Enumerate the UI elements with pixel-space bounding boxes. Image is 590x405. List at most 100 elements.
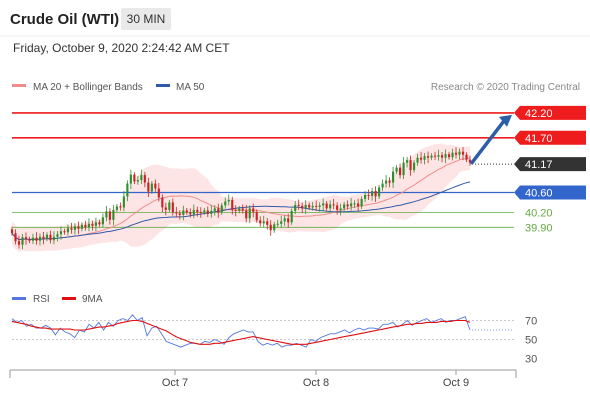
- candle-body: [154, 183, 157, 189]
- candle-body: [66, 228, 70, 233]
- legend-swatch-9ma: [62, 297, 76, 300]
- candle-body: [168, 202, 171, 210]
- candle-body: [185, 210, 188, 213]
- price-tag-41-70-box: [514, 130, 586, 145]
- legend-label-ma50: MA 50: [176, 82, 205, 93]
- candle-body: [10, 229, 14, 234]
- candle-body: [311, 205, 314, 208]
- legend-swatch-ma50: [156, 84, 170, 87]
- candle-body: [248, 208, 251, 219]
- candle-body: [49, 234, 52, 241]
- candle-body: [266, 221, 269, 225]
- rsi-tick-label: 50: [525, 335, 537, 347]
- price-tag-42-20-box: [514, 105, 586, 120]
- candle-body: [371, 190, 374, 196]
- candle-body: [301, 205, 304, 209]
- candle-body: [343, 204, 346, 209]
- candle-body: [433, 155, 437, 157]
- candle-body: [14, 233, 17, 242]
- legend-label-ma20: MA 20 + Bollinger Bands: [33, 82, 143, 93]
- candle-body: [392, 171, 395, 183]
- candle-body: [231, 199, 234, 210]
- candle-body: [465, 154, 468, 160]
- candle-body: [241, 208, 244, 211]
- candle-body: [31, 237, 35, 241]
- candle-body: [280, 221, 283, 224]
- candle-body: [143, 175, 146, 183]
- candle-body: [402, 162, 405, 176]
- projection-arrow-head: [499, 114, 512, 127]
- candle-body: [461, 151, 465, 155]
- candle-body: [115, 206, 118, 210]
- candle-body: [447, 154, 451, 158]
- candle-body: [38, 236, 42, 241]
- x-axis-label: Oct 9: [443, 377, 469, 389]
- candle-body: [357, 203, 360, 207]
- candle-body: [325, 203, 328, 209]
- candle-body: [217, 208, 220, 213]
- candle-body: [245, 210, 248, 219]
- x-axis-labels: Oct 7 Oct 8 Oct 9: [162, 370, 469, 389]
- legend-swatch-rsi: [12, 297, 26, 300]
- candle-body: [140, 175, 143, 181]
- candle-body: [220, 205, 223, 213]
- candle-body: [304, 204, 307, 209]
- candle-body: [468, 159, 472, 163]
- price-tag-39-90: 39.90: [525, 222, 553, 234]
- candle-body: [133, 174, 136, 182]
- legend-swatch-ma20: [12, 84, 26, 87]
- candle-body: [122, 196, 125, 208]
- candle-body: [77, 226, 80, 229]
- candle-body: [378, 187, 381, 197]
- candle-body: [192, 209, 195, 215]
- credit-text: Research © 2020 Trading Central: [431, 82, 580, 93]
- candle-body: [210, 210, 213, 214]
- candle-body: [374, 190, 377, 197]
- candle-body: [398, 167, 402, 176]
- candle-body: [276, 223, 279, 225]
- x-axis-label: Oct 8: [303, 377, 329, 389]
- candle-body: [234, 209, 237, 211]
- price-tag-40-20: 40.20: [525, 207, 553, 219]
- candle-body: [290, 210, 293, 223]
- candle-body: [353, 203, 356, 205]
- price-tag-40-60-box: [514, 185, 586, 200]
- candle-body: [329, 204, 332, 209]
- candle-body: [203, 210, 206, 213]
- candle-body: [283, 218, 286, 222]
- candlestick-layer: [10, 146, 472, 250]
- rsi-line: [11, 314, 471, 348]
- candle-body: [339, 208, 342, 210]
- candle-body: [454, 152, 458, 155]
- candle-body: [42, 236, 45, 239]
- candle-body: [119, 206, 122, 208]
- datetime-label: Friday, October 9, 2020 2:24:42 AM CET: [13, 41, 230, 55]
- legend-label-rsi: RSI: [33, 294, 50, 305]
- candle-body: [419, 157, 423, 160]
- rsi-tick-label: 70: [525, 316, 537, 328]
- candle-body: [416, 157, 419, 163]
- level-lines: [12, 112, 514, 228]
- candle-body: [318, 205, 321, 207]
- candle-body: [287, 218, 290, 223]
- candle-body: [171, 202, 174, 213]
- candle-body: [227, 199, 230, 202]
- candle-body: [84, 224, 87, 228]
- candle-body: [105, 211, 108, 218]
- price-tag-41-70: 41.70: [525, 133, 553, 145]
- candle-body: [35, 237, 38, 241]
- projection-arrow-layer: [470, 114, 512, 165]
- candle-body: [147, 182, 150, 192]
- candle-body: [108, 211, 111, 220]
- timeframe-badge[interactable]: [121, 8, 171, 30]
- candle-body: [98, 222, 101, 225]
- candle-body: [388, 180, 391, 183]
- candle-body: [322, 203, 325, 206]
- candle-body: [385, 180, 388, 184]
- candle-body: [294, 204, 297, 211]
- candle-body: [91, 223, 94, 226]
- rsi-tick-label: 30: [525, 354, 537, 366]
- candle-body: [238, 208, 241, 211]
- candle-body: [451, 152, 454, 158]
- candle-body: [24, 237, 28, 240]
